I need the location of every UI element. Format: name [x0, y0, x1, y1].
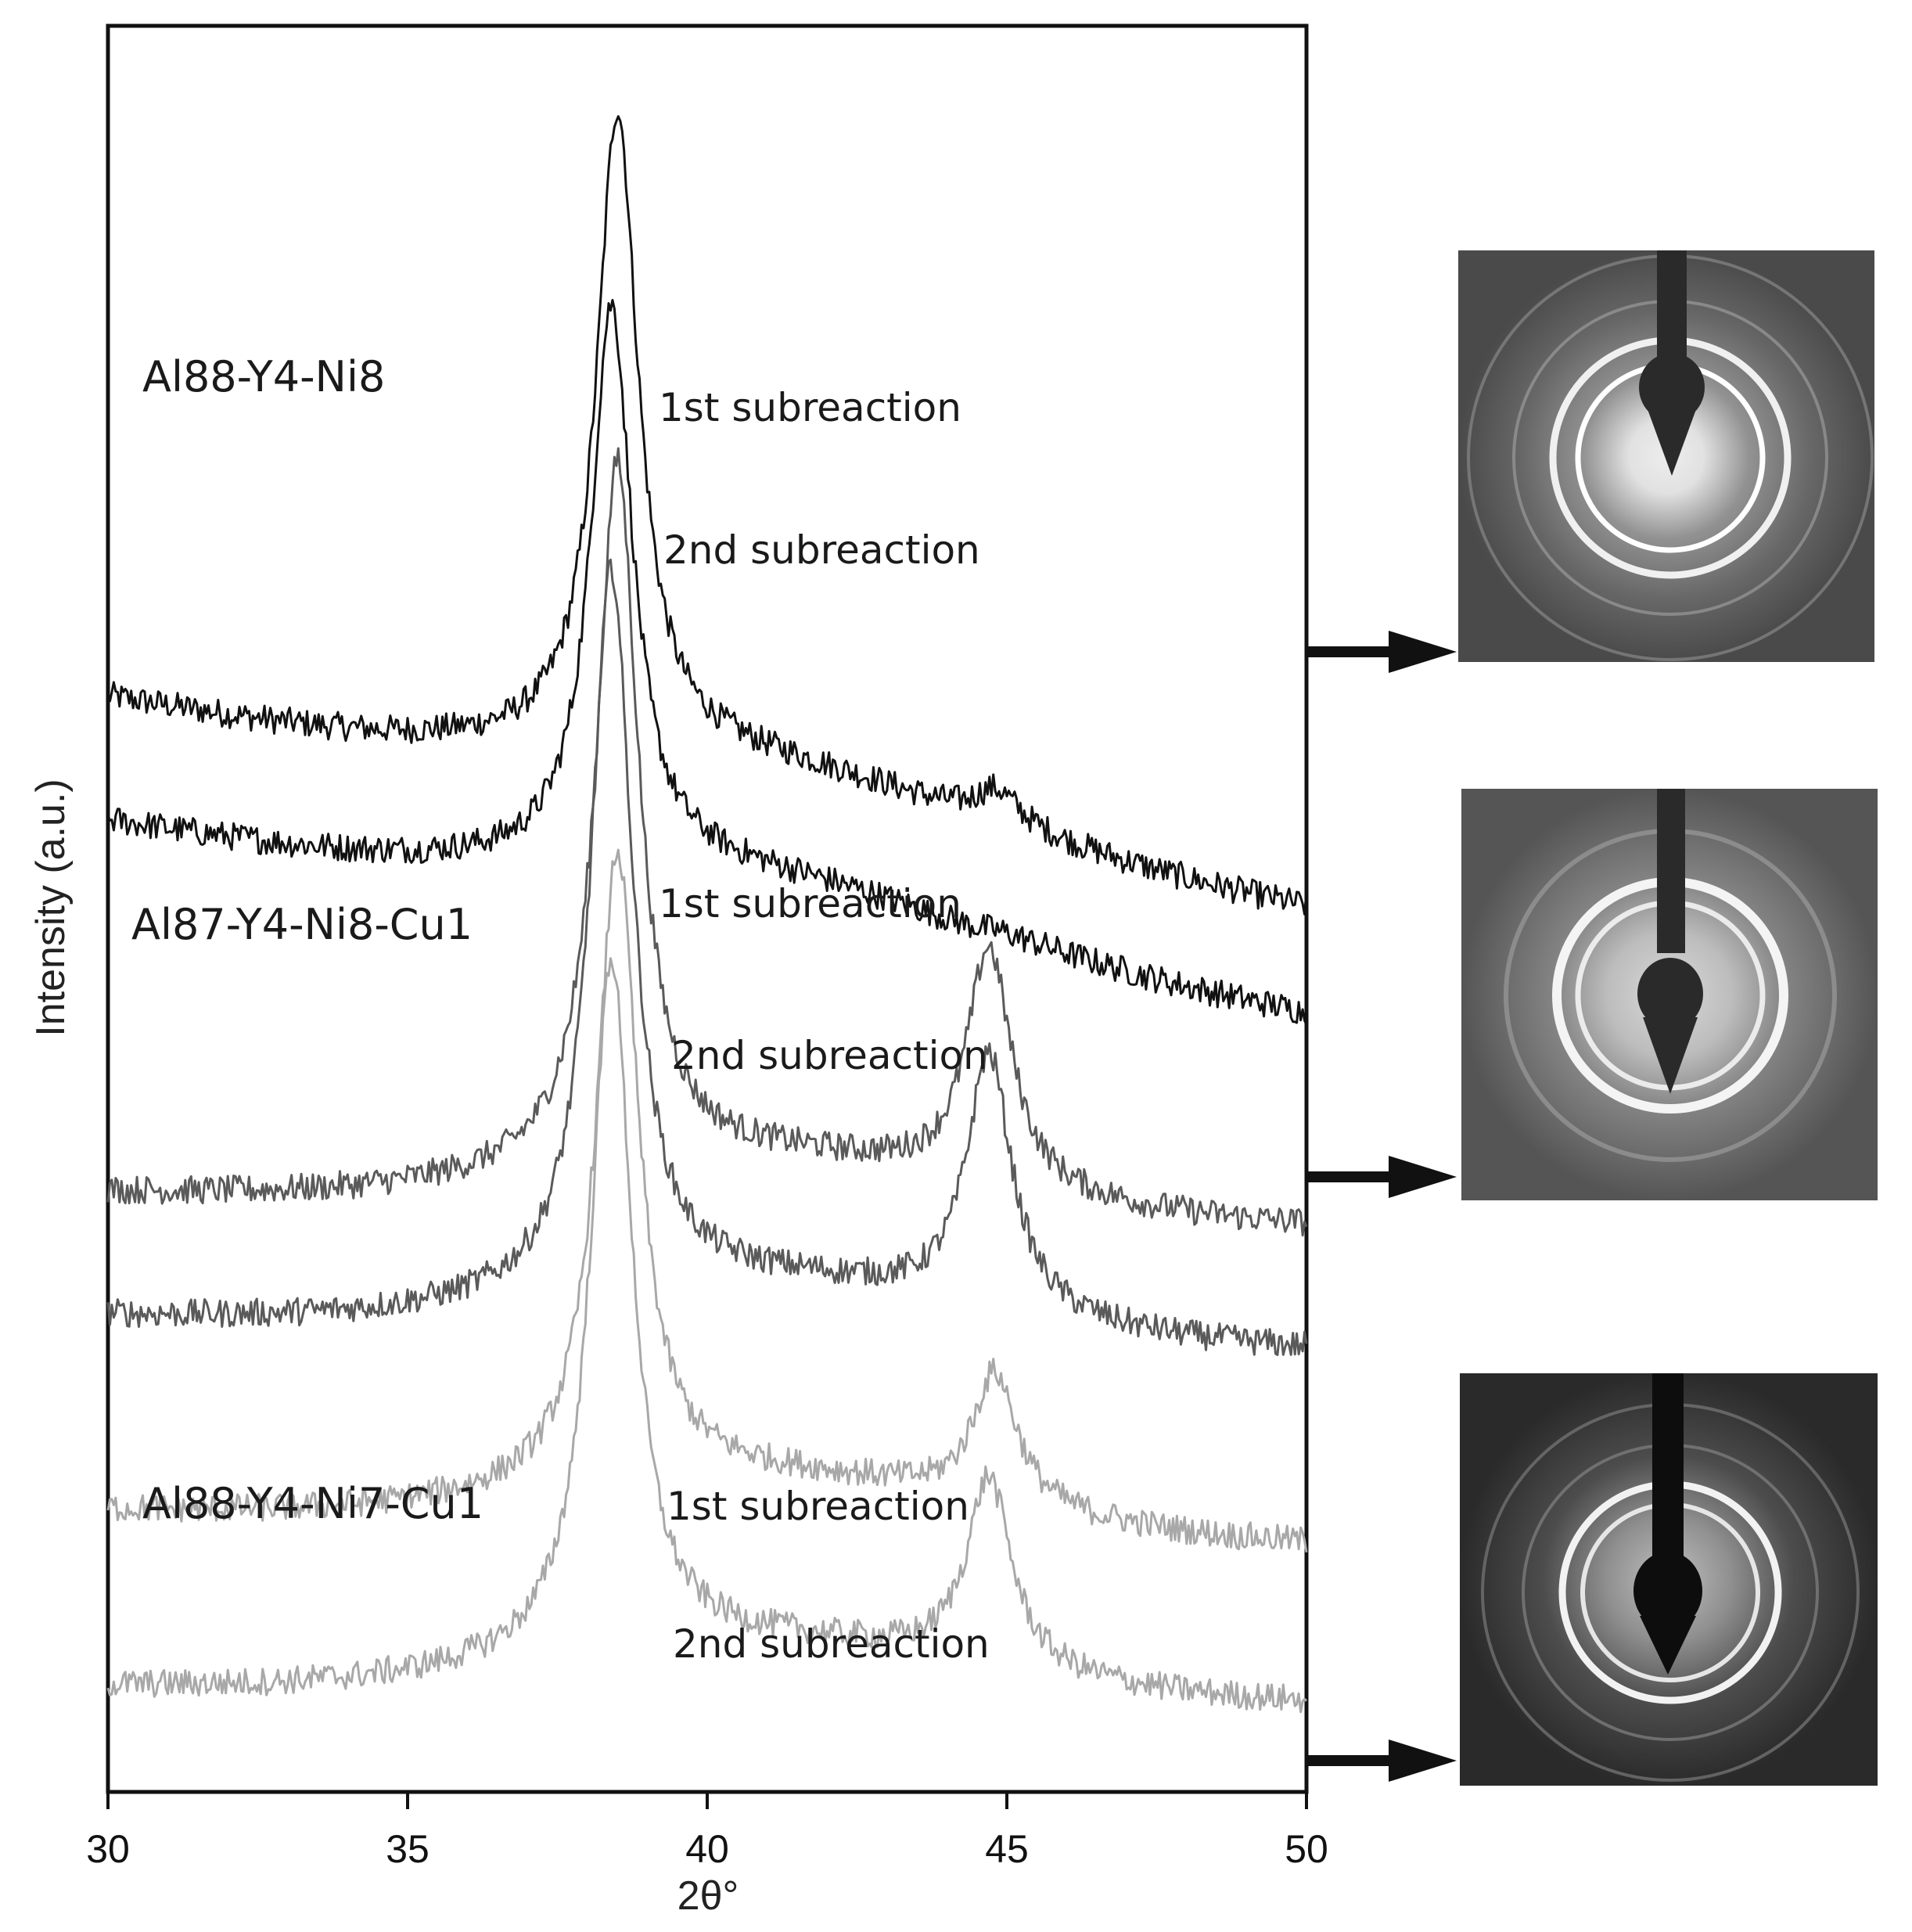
arrow-pattern-3: [1308, 1740, 1457, 1782]
x-tick-label-35: 35: [386, 1827, 429, 1871]
arrow-pattern-1: [1308, 631, 1457, 673]
annotation-1st-subreaction-s1: 1st subreaction: [659, 385, 961, 430]
x-tick-label-30: 30: [86, 1827, 130, 1871]
spectrum-1-2nd-subreaction: [106, 299, 1308, 1026]
annotation-1st-subreaction-s3: 1st subreaction: [667, 1484, 969, 1529]
sample-label-al88-y4-ni7-cu1: Al88-Y4-Ni7-Cu1: [142, 1479, 483, 1528]
spectrum-3-2nd-subreaction: [106, 957, 1308, 1714]
x-axis-ticks: 30 35 40 45 50: [86, 1792, 1328, 1871]
diffraction-pattern-3: [1460, 1373, 1878, 1786]
annotation-2nd-subreaction-s3: 2nd subreaction: [673, 1621, 990, 1667]
sample-label-al87-y4-ni8-cu1: Al87-Y4-Ni8-Cu1: [131, 900, 473, 949]
y-axis-title: Intensity (a.u.): [28, 779, 74, 1036]
spectrum-2-1st-subreaction: [106, 447, 1308, 1237]
spectrum-2-2nd-subreaction: [106, 558, 1308, 1356]
x-tick-label-40: 40: [685, 1827, 729, 1871]
spectra: [106, 115, 1308, 1714]
x-axis-title: 2θ°: [677, 1873, 739, 1919]
x-tick-label-45: 45: [985, 1827, 1029, 1871]
diffraction-pattern-2: [1461, 789, 1878, 1200]
spectrum-1-1st-subreaction: [106, 115, 1308, 916]
spectrum-3-1st-subreaction: [106, 848, 1308, 1552]
annotation-2nd-subreaction-s2: 2nd subreaction: [671, 1033, 988, 1078]
sample-label-al88-y4-ni8: Al88-Y4-Ni8: [142, 352, 385, 401]
diffraction-pattern-1: [1458, 250, 1874, 662]
arrow-pattern-2: [1308, 1156, 1457, 1198]
annotation-2nd-subreaction-s1: 2nd subreaction: [663, 527, 980, 573]
x-tick-label-50: 50: [1285, 1827, 1328, 1871]
annotation-1st-subreaction-s2: 1st subreaction: [659, 881, 961, 926]
